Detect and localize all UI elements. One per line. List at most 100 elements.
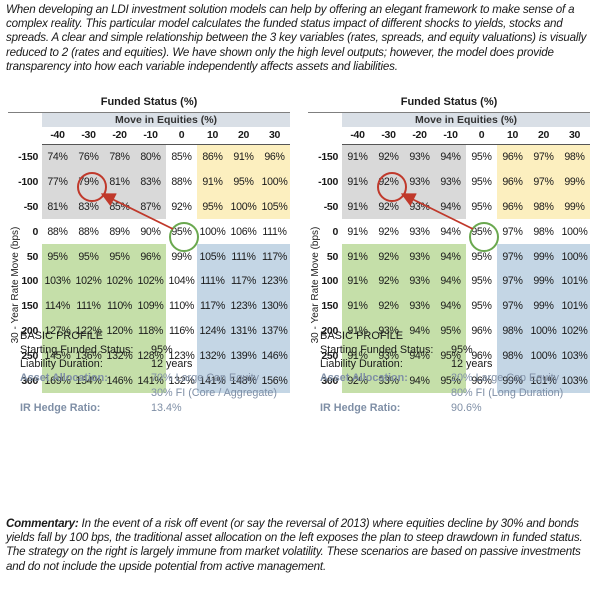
funded-status-cell: 95% bbox=[104, 244, 135, 269]
funded-status-cell: 91% bbox=[342, 244, 373, 269]
funded-status-cell: 98% bbox=[528, 194, 559, 220]
funded-status-cell: 91% bbox=[197, 169, 228, 195]
funded-status-cell: 106% bbox=[228, 219, 259, 245]
funded-status-cell: 94% bbox=[435, 194, 466, 220]
funded-status-cell: 120% bbox=[104, 318, 135, 344]
funded-status-cell: 102% bbox=[559, 318, 590, 344]
equity-move-col-header: -10 bbox=[435, 126, 466, 145]
equity-move-col-header: -10 bbox=[135, 126, 166, 145]
funded-status-table: -40 -30 -20 -10 0 10 20 30 -150 91% 92% 93% 94% 95% 96… bbox=[308, 126, 590, 393]
funded-status-cell: 132% bbox=[104, 343, 135, 369]
funded-status-cell: 95% bbox=[42, 244, 73, 269]
funded-status-cell: 96% bbox=[259, 144, 290, 170]
table-row: -50 81% 83% 85% 87% 92% 95% 100% 105% bbox=[8, 194, 290, 220]
funded-status-cell: 93% bbox=[404, 194, 435, 220]
funded-status-cell: 90% bbox=[135, 219, 166, 245]
funded-status-cell: 97% bbox=[497, 293, 528, 319]
funded-status-cell: 77% bbox=[42, 169, 73, 195]
funded-status-cell: 94% bbox=[435, 244, 466, 269]
funded-status-cell: 131% bbox=[228, 318, 259, 344]
equity-move-col-header: -30 bbox=[73, 126, 104, 145]
equity-move-col-header: -40 bbox=[342, 126, 373, 145]
profile-title: BASIC PROFILE bbox=[320, 330, 404, 342]
funded-status-cell: 95% bbox=[466, 244, 497, 269]
profile-title: BASIC PROFILE bbox=[20, 330, 104, 342]
rate-move-row-header: 250 bbox=[321, 349, 338, 362]
funded-status-cell: 109% bbox=[135, 293, 166, 319]
funded-status-cell: 92% bbox=[373, 244, 404, 269]
funded-status-cell: 93% bbox=[404, 293, 435, 319]
funded-status-cell: 88% bbox=[166, 169, 197, 195]
funded-status-cell: 81% bbox=[42, 194, 73, 220]
funded-status-cell: 146% bbox=[259, 343, 290, 369]
equity-move-col-header: -20 bbox=[404, 126, 435, 145]
funded-status-cell: 92% bbox=[373, 293, 404, 319]
rate-move-row-header: 50 bbox=[26, 250, 38, 263]
funded-status-cell: 99% bbox=[528, 244, 559, 269]
funded-status-cell: 110% bbox=[166, 293, 197, 319]
funded-status-cell: 114% bbox=[42, 293, 73, 319]
funded-status-cell: 94% bbox=[435, 219, 466, 245]
rate-move-row-header: 200 bbox=[21, 324, 38, 337]
funded-status-cell: 95% bbox=[466, 293, 497, 319]
funded-status-cell: 116% bbox=[166, 318, 197, 344]
divider bbox=[8, 112, 290, 113]
funded-status-cell: 99% bbox=[528, 293, 559, 319]
funded-status-cell: 78% bbox=[104, 144, 135, 170]
funded-status-cell: 141% bbox=[197, 368, 228, 393]
equity-move-col-header: 30 bbox=[559, 126, 590, 145]
equity-move-col-header: -40 bbox=[42, 126, 73, 145]
funded-status-cell: 95% bbox=[435, 368, 466, 393]
rate-move-row-header: -50 bbox=[23, 200, 39, 213]
funded-status-cell: 91% bbox=[342, 293, 373, 319]
table-row: 0 91% 92% 93% 94% 95% 97% 98% 100% bbox=[308, 219, 590, 245]
funded-status-cell: 98% bbox=[559, 144, 590, 170]
funded-status-cell: 139% bbox=[228, 343, 259, 369]
table-row: 50 95% 95% 95% 96% 99% 105% 111% 117% bbox=[8, 244, 290, 269]
funded-status-cell: 93% bbox=[404, 169, 435, 195]
funded-status-cell: 111% bbox=[73, 293, 104, 319]
ir-hedge-ratio-label: IR Hedge Ratio: bbox=[20, 402, 101, 414]
funded-status-cell: 141% bbox=[135, 368, 166, 393]
rate-move-row-header: 150 bbox=[21, 300, 38, 313]
equity-move-col-header: 20 bbox=[528, 126, 559, 145]
funded-status-cell: 95% bbox=[466, 194, 497, 220]
table-row: -150 91% 92% 93% 94% 95% 96% 97% 98% bbox=[308, 144, 590, 170]
rate-move-row-header: -150 bbox=[18, 151, 38, 164]
funded-status-cell: 81% bbox=[104, 169, 135, 195]
funded-status-cell: 99% bbox=[559, 194, 590, 220]
funded-status-cell: 91% bbox=[228, 144, 259, 170]
funded-status-cell: 94% bbox=[435, 293, 466, 319]
funded-status-cell: 127% bbox=[42, 318, 73, 344]
liability-duration-label: Liability Duration: bbox=[20, 358, 103, 370]
liability-duration-value: 12 years bbox=[151, 358, 193, 370]
rate-move-row-header: 0 bbox=[332, 225, 338, 238]
funded-status-cell: 117% bbox=[228, 268, 259, 294]
funded-status-cell: 132% bbox=[166, 368, 197, 393]
table-row: 150 91% 92% 93% 94% 95% 97% 99% 101% bbox=[308, 293, 590, 319]
funded-status-cell: 97% bbox=[528, 169, 559, 195]
funded-status-cell: 95% bbox=[197, 194, 228, 220]
funded-status-cell: 111% bbox=[259, 219, 290, 245]
funded-status-cell: 117% bbox=[197, 293, 228, 319]
funded-status-cell: 93% bbox=[373, 343, 404, 369]
rate-move-row-header: 50 bbox=[326, 250, 338, 263]
funded-status-cell: 100% bbox=[259, 169, 290, 195]
equity-move-col-header: 10 bbox=[197, 126, 228, 145]
corner-cell bbox=[8, 126, 42, 145]
divider bbox=[308, 112, 590, 113]
funded-status-cell: 136% bbox=[73, 343, 104, 369]
ir-hedge-ratio-value: 90.6% bbox=[451, 402, 482, 414]
funded-status-cell: 99% bbox=[528, 268, 559, 294]
rate-move-row-header: 100 bbox=[321, 275, 338, 288]
funded-status-cell: 87% bbox=[135, 194, 166, 220]
funded-status-cell: 101% bbox=[559, 293, 590, 319]
rate-move-row-header: 100 bbox=[21, 275, 38, 288]
funded-status-cell: 91% bbox=[342, 194, 373, 220]
rate-move-row-header: 150 bbox=[321, 300, 338, 313]
funded-status-cell: 91% bbox=[342, 219, 373, 245]
panel-title: Funded Status (%) bbox=[100, 96, 198, 108]
funded-status-cell: 111% bbox=[197, 268, 228, 294]
rate-move-row-header: 0 bbox=[32, 225, 38, 238]
table-row: -150 74% 76% 78% 80% 85% 86% 91% 96% bbox=[8, 144, 290, 170]
